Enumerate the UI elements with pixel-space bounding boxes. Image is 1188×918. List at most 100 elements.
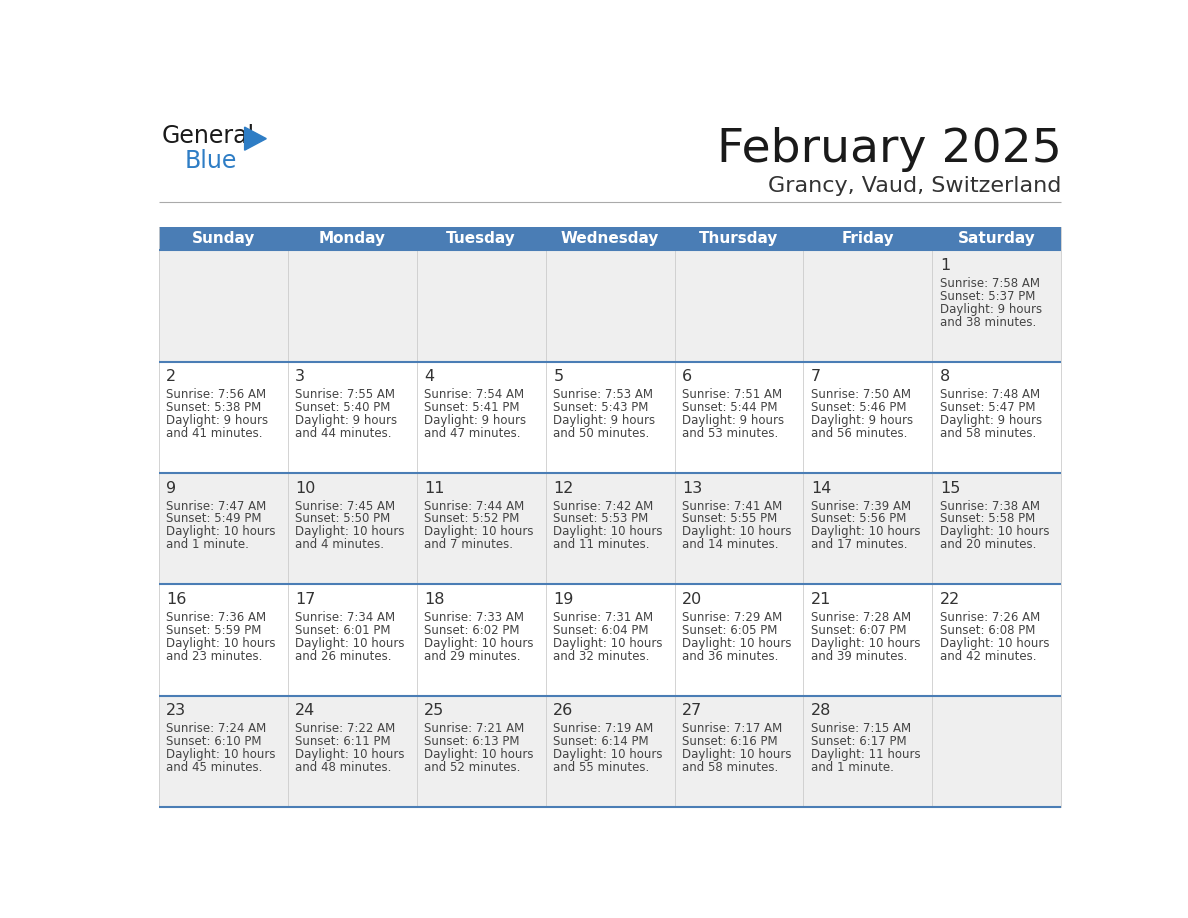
Text: Daylight: 10 hours: Daylight: 10 hours [682, 525, 791, 539]
Text: Monday: Monday [318, 231, 386, 246]
Text: Sunday: Sunday [191, 231, 254, 246]
Text: Sunset: 6:08 PM: Sunset: 6:08 PM [940, 624, 1036, 637]
Text: Daylight: 10 hours: Daylight: 10 hours [296, 637, 405, 650]
Text: and 44 minutes.: and 44 minutes. [296, 427, 392, 440]
Text: Sunset: 5:47 PM: Sunset: 5:47 PM [940, 401, 1036, 414]
Text: 9: 9 [166, 481, 177, 496]
Text: Sunset: 5:55 PM: Sunset: 5:55 PM [682, 512, 777, 525]
Text: Daylight: 9 hours: Daylight: 9 hours [940, 303, 1042, 316]
Text: Tuesday: Tuesday [447, 231, 516, 246]
Text: Wednesday: Wednesday [561, 231, 659, 246]
Text: Sunrise: 7:47 AM: Sunrise: 7:47 AM [166, 499, 266, 512]
Text: Saturday: Saturday [958, 231, 1036, 246]
Text: and 42 minutes.: and 42 minutes. [940, 650, 1037, 663]
Text: Friday: Friday [841, 231, 895, 246]
Text: Daylight: 10 hours: Daylight: 10 hours [940, 525, 1050, 539]
Text: Sunset: 6:04 PM: Sunset: 6:04 PM [554, 624, 649, 637]
Text: 23: 23 [166, 703, 187, 719]
Text: Daylight: 9 hours: Daylight: 9 hours [554, 414, 656, 427]
Text: 1: 1 [940, 258, 950, 273]
Text: Sunrise: 7:21 AM: Sunrise: 7:21 AM [424, 722, 525, 735]
Text: 12: 12 [554, 481, 574, 496]
Text: 14: 14 [811, 481, 832, 496]
Text: Daylight: 9 hours: Daylight: 9 hours [682, 414, 784, 427]
Text: Sunset: 5:52 PM: Sunset: 5:52 PM [424, 512, 519, 525]
Text: Daylight: 11 hours: Daylight: 11 hours [811, 748, 921, 761]
Text: and 36 minutes.: and 36 minutes. [682, 650, 778, 663]
Text: Sunset: 5:56 PM: Sunset: 5:56 PM [811, 512, 906, 525]
Bar [158, 696, 1061, 807]
Text: and 17 minutes.: and 17 minutes. [811, 538, 908, 552]
Text: Sunrise: 7:19 AM: Sunrise: 7:19 AM [554, 722, 653, 735]
Text: and 56 minutes.: and 56 minutes. [811, 427, 908, 440]
Text: Sunrise: 7:17 AM: Sunrise: 7:17 AM [682, 722, 783, 735]
Text: and 26 minutes.: and 26 minutes. [296, 650, 392, 663]
Bar [158, 362, 1061, 473]
Text: Daylight: 10 hours: Daylight: 10 hours [424, 748, 533, 761]
Text: Sunrise: 7:58 AM: Sunrise: 7:58 AM [940, 277, 1041, 290]
Text: and 1 minute.: and 1 minute. [811, 761, 895, 774]
Text: Sunrise: 7:15 AM: Sunrise: 7:15 AM [811, 722, 911, 735]
Text: and 20 minutes.: and 20 minutes. [940, 538, 1037, 552]
Text: Daylight: 10 hours: Daylight: 10 hours [811, 637, 921, 650]
Text: Sunset: 5:37 PM: Sunset: 5:37 PM [940, 290, 1036, 303]
Text: Sunset: 6:13 PM: Sunset: 6:13 PM [424, 735, 520, 748]
Text: Daylight: 10 hours: Daylight: 10 hours [166, 637, 276, 650]
Text: Sunset: 5:40 PM: Sunset: 5:40 PM [296, 401, 391, 414]
Text: Sunset: 5:53 PM: Sunset: 5:53 PM [554, 512, 649, 525]
Text: Daylight: 10 hours: Daylight: 10 hours [682, 637, 791, 650]
Text: and 7 minutes.: and 7 minutes. [424, 538, 513, 552]
Text: and 48 minutes.: and 48 minutes. [296, 761, 392, 774]
Text: Sunset: 5:44 PM: Sunset: 5:44 PM [682, 401, 778, 414]
Text: General: General [162, 124, 254, 148]
Text: Daylight: 10 hours: Daylight: 10 hours [554, 637, 663, 650]
Text: February 2025: February 2025 [716, 127, 1061, 172]
Text: 11: 11 [424, 481, 444, 496]
Text: 19: 19 [554, 592, 574, 607]
Text: Sunset: 6:11 PM: Sunset: 6:11 PM [296, 735, 391, 748]
Text: Daylight: 10 hours: Daylight: 10 hours [682, 748, 791, 761]
Text: Sunset: 5:43 PM: Sunset: 5:43 PM [554, 401, 649, 414]
Text: Sunrise: 7:28 AM: Sunrise: 7:28 AM [811, 610, 911, 624]
Text: 20: 20 [682, 592, 702, 607]
Text: Daylight: 10 hours: Daylight: 10 hours [424, 637, 533, 650]
Text: Sunset: 5:41 PM: Sunset: 5:41 PM [424, 401, 520, 414]
Text: and 53 minutes.: and 53 minutes. [682, 427, 778, 440]
Text: 22: 22 [940, 592, 960, 607]
Text: and 39 minutes.: and 39 minutes. [811, 650, 908, 663]
Text: 27: 27 [682, 703, 702, 719]
Text: 6: 6 [682, 369, 693, 385]
Text: and 11 minutes.: and 11 minutes. [554, 538, 650, 552]
Text: and 14 minutes.: and 14 minutes. [682, 538, 779, 552]
Text: and 32 minutes.: and 32 minutes. [554, 650, 650, 663]
Text: Sunset: 6:17 PM: Sunset: 6:17 PM [811, 735, 906, 748]
Text: Sunset: 5:50 PM: Sunset: 5:50 PM [296, 512, 391, 525]
Text: Daylight: 10 hours: Daylight: 10 hours [811, 525, 921, 539]
Text: 17: 17 [296, 592, 316, 607]
Text: Sunrise: 7:44 AM: Sunrise: 7:44 AM [424, 499, 525, 512]
Text: Sunrise: 7:45 AM: Sunrise: 7:45 AM [296, 499, 396, 512]
Text: Sunset: 6:14 PM: Sunset: 6:14 PM [554, 735, 649, 748]
Text: and 41 minutes.: and 41 minutes. [166, 427, 263, 440]
Text: Daylight: 9 hours: Daylight: 9 hours [940, 414, 1042, 427]
Text: and 47 minutes.: and 47 minutes. [424, 427, 520, 440]
Text: and 55 minutes.: and 55 minutes. [554, 761, 650, 774]
Text: Sunrise: 7:39 AM: Sunrise: 7:39 AM [811, 499, 911, 512]
Text: Sunrise: 7:22 AM: Sunrise: 7:22 AM [296, 722, 396, 735]
Text: Sunset: 5:38 PM: Sunset: 5:38 PM [166, 401, 261, 414]
Bar [158, 227, 1061, 251]
Text: Daylight: 10 hours: Daylight: 10 hours [296, 748, 405, 761]
Bar [158, 473, 1061, 585]
Text: Sunset: 6:02 PM: Sunset: 6:02 PM [424, 624, 520, 637]
Text: Daylight: 10 hours: Daylight: 10 hours [166, 525, 276, 539]
Text: and 45 minutes.: and 45 minutes. [166, 761, 263, 774]
Text: and 38 minutes.: and 38 minutes. [940, 316, 1036, 329]
Text: Sunset: 5:46 PM: Sunset: 5:46 PM [811, 401, 906, 414]
Text: Sunrise: 7:42 AM: Sunrise: 7:42 AM [554, 499, 653, 512]
Text: Thursday: Thursday [700, 231, 778, 246]
Text: and 29 minutes.: and 29 minutes. [424, 650, 520, 663]
Text: 3: 3 [296, 369, 305, 385]
Text: and 4 minutes.: and 4 minutes. [296, 538, 384, 552]
Text: Blue: Blue [185, 150, 238, 174]
Text: Sunrise: 7:38 AM: Sunrise: 7:38 AM [940, 499, 1041, 512]
